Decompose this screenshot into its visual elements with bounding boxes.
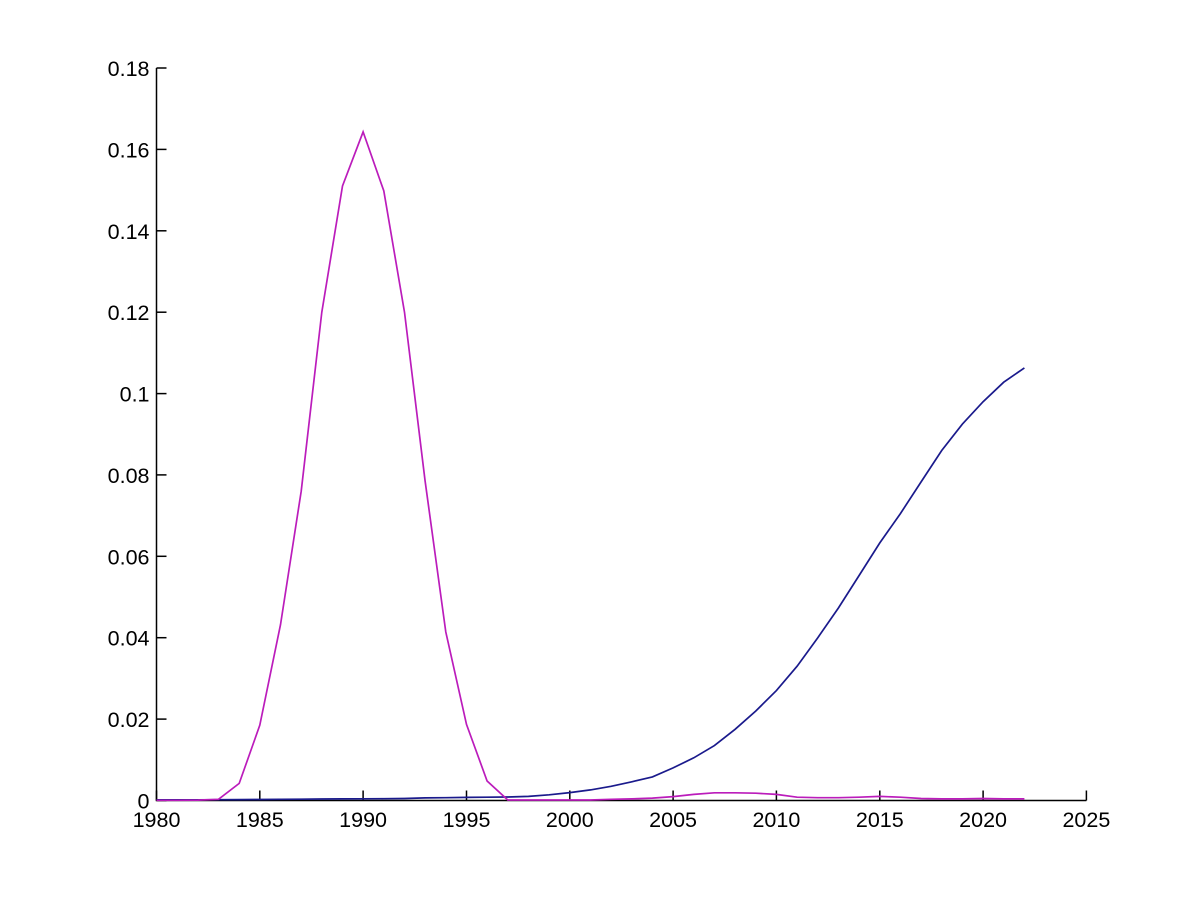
svg-text:1990: 1990	[339, 808, 387, 832]
svg-text:1995: 1995	[443, 808, 491, 832]
svg-text:2005: 2005	[649, 808, 697, 832]
svg-text:0.14: 0.14	[108, 220, 150, 244]
svg-text:0.16: 0.16	[108, 138, 150, 162]
svg-text:2015: 2015	[856, 808, 904, 832]
svg-text:1985: 1985	[236, 808, 284, 832]
svg-text:2010: 2010	[752, 808, 800, 832]
svg-text:0.08: 0.08	[108, 464, 150, 488]
svg-text:0.12: 0.12	[108, 301, 150, 325]
svg-text:2020: 2020	[959, 808, 1007, 832]
svg-text:2000: 2000	[546, 808, 594, 832]
svg-text:0.06: 0.06	[108, 545, 150, 569]
svg-text:0.18: 0.18	[108, 57, 150, 81]
svg-text:0.02: 0.02	[108, 708, 150, 732]
svg-text:0.04: 0.04	[108, 627, 150, 651]
svg-text:0: 0	[138, 790, 150, 814]
svg-text:0.1: 0.1	[120, 383, 150, 407]
svg-text:2025: 2025	[1062, 808, 1110, 832]
svg-text:1980: 1980	[133, 808, 181, 832]
